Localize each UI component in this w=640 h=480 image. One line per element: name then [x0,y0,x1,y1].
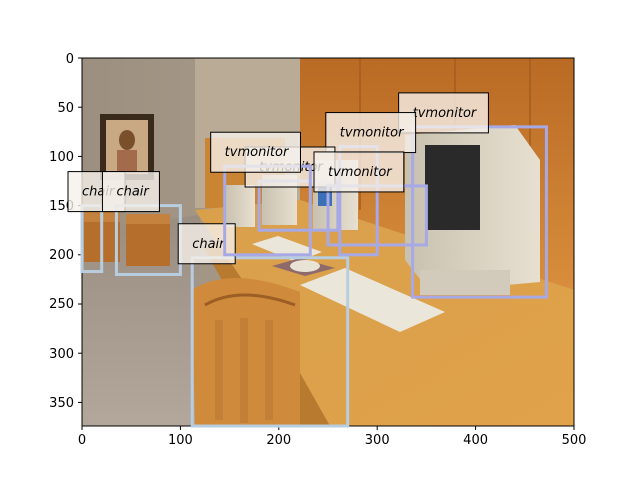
y-tick-label: 50 [57,101,74,116]
label-background [325,112,417,154]
tvmonitor-label: tvmonitor [413,106,478,121]
y-tick-label: 350 [49,396,74,411]
detection-layer: chair chairchairtvmonitortvmonitortvmonit… [67,92,548,428]
tvmonitor-label: tvmonitor [225,145,290,160]
x-axis: 0 100 200 300 400 500 [78,426,587,448]
y-tick-label: 0 [66,52,74,67]
x-tick-label: 500 [562,433,587,448]
tvmonitor-label: tvmonitor [340,126,405,141]
x-tick-label: 100 [168,433,193,448]
y-tick-label: 250 [49,297,74,312]
label-background [101,171,160,213]
x-tick-label: 200 [266,433,291,448]
chair-bounding-box [190,256,350,428]
x-tick-label: 400 [463,433,488,448]
x-tick-label: 300 [365,433,390,448]
chair-label: chair [116,185,150,200]
label-background [313,151,405,193]
y-tick-label: 100 [49,150,74,165]
chair-label: chair [192,237,226,252]
label-background [210,131,301,173]
x-tick-label: 0 [78,433,86,448]
y-tick-label: 300 [49,347,74,362]
y-axis: 0 50 100 150 200 250 300 350 [49,52,82,411]
y-tick-label: 200 [49,248,74,263]
tvmonitor-label: tvmonitor [328,165,393,180]
